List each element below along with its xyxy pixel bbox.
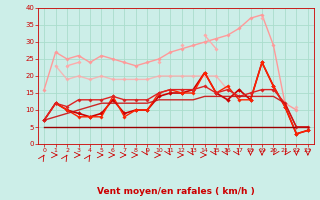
Text: Vent moyen/en rafales ( km/h ): Vent moyen/en rafales ( km/h ) [97, 187, 255, 196]
